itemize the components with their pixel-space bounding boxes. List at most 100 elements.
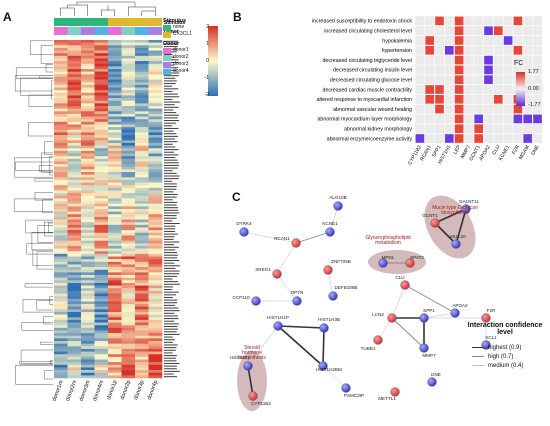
heatmap-cell	[121, 187, 136, 191]
heatmap-cell	[108, 335, 122, 339]
heatmap-cells	[54, 40, 163, 379]
heatmap-cell	[121, 53, 136, 57]
network-edges	[243, 205, 487, 397]
heatmap-cell	[94, 280, 109, 284]
heatmap-cell	[135, 100, 149, 104]
heatmap-cell	[121, 343, 136, 347]
heatmap-cell	[108, 79, 122, 83]
row-label-mark	[164, 315, 178, 317]
gene-node-label: ZNF705B	[331, 259, 351, 264]
heatmap-cell	[148, 351, 163, 355]
phenotype-row-label: abnormal enzyme/coenzyme activity	[327, 136, 413, 142]
network-edge	[295, 231, 331, 244]
heatmap-cell	[81, 98, 95, 102]
row-label-mark	[164, 360, 177, 362]
heatmap-cell	[94, 230, 109, 234]
heatmap-cell	[67, 259, 82, 263]
heatmap-cell	[81, 216, 95, 220]
heatmap-cell	[81, 195, 95, 199]
heatmap-cell	[148, 314, 163, 318]
row-label-mark	[164, 196, 177, 198]
heatmap-cell	[121, 240, 136, 244]
pathway-annotations: Mucin type O-glycan biosynthesisGlyceroph…	[238, 205, 478, 361]
heatmap-cell	[94, 290, 109, 294]
heatmap-cell	[94, 106, 109, 109]
heatmap-cell	[148, 370, 163, 374]
heatmap-cell	[108, 92, 122, 96]
matrix-cell	[425, 85, 434, 94]
heatmap-cell	[148, 367, 163, 371]
heatmap-cell	[108, 319, 122, 323]
gene-node-label: SREG1	[255, 267, 271, 272]
heatmap-cell	[67, 280, 82, 284]
row-label-mark	[164, 85, 173, 87]
heatmap-cell	[67, 111, 82, 115]
donor-legend-swatch	[163, 54, 171, 61]
gene-node-label: APOA2	[452, 303, 468, 308]
heatmap-cell	[148, 214, 163, 218]
heatmap-cell	[67, 269, 82, 273]
heatmap-cell	[135, 243, 149, 247]
heatmap-cell	[54, 140, 68, 144]
heatmap-cell	[94, 301, 109, 305]
heatmap-cell	[121, 195, 136, 199]
heatmap-cell	[94, 314, 109, 318]
gene-node-label: HIST1H1P	[267, 315, 289, 320]
heatmap-cell	[148, 187, 163, 191]
heatmap-cell	[54, 319, 68, 323]
row-label-mark	[164, 207, 179, 209]
scale-tick-label: -2	[204, 92, 209, 98]
heatmap-cell	[81, 61, 95, 65]
heatmap-cell	[148, 84, 163, 88]
row-label-mark	[164, 294, 177, 296]
heatmap-cell	[148, 140, 163, 144]
confidence-legend-line	[472, 365, 484, 366]
heatmap-cell	[108, 280, 122, 284]
heatmap-cell	[54, 98, 68, 102]
heatmap-cell	[135, 198, 149, 202]
heatmap-cell	[94, 182, 109, 186]
heatmap-cell	[121, 201, 136, 205]
heatmap-cell	[81, 272, 95, 276]
heatmap-cell	[81, 211, 95, 215]
gene-node-label: KCNE1	[322, 221, 338, 226]
heatmap-cell	[94, 248, 109, 252]
heatmap-cell	[108, 304, 122, 308]
heatmap-cell	[67, 185, 82, 189]
heatmap-cell	[135, 121, 149, 125]
heatmap-cell	[81, 269, 95, 273]
heatmap-cell	[148, 193, 163, 197]
matrix-cell	[454, 95, 464, 104]
donor-bar-cell	[81, 27, 95, 35]
heatmap-cell	[81, 356, 95, 360]
heatmap-cell	[54, 187, 68, 191]
heatmap-cell	[81, 290, 95, 294]
heatmap-cell	[108, 100, 122, 104]
heatmap-cell	[108, 356, 122, 360]
heatmap-cell	[67, 372, 82, 376]
stimulus-legend-swatch	[163, 31, 171, 38]
heatmap-cell	[121, 367, 136, 371]
matrix-cell	[503, 36, 513, 45]
heatmap-cell	[94, 333, 109, 337]
heatmap-cell	[108, 346, 122, 350]
heatmap-cell	[67, 356, 82, 360]
heatmap-cell	[121, 364, 136, 368]
pathway-annotation-line: Steroid	[244, 345, 260, 351]
heatmap-cell	[67, 76, 82, 80]
heatmap-cell	[81, 243, 95, 247]
heatmap-cell	[81, 354, 95, 358]
heatmap-cell	[94, 259, 109, 263]
network-node-labels: ALG10B DYRK4 KCNE1 RCAN1 SREG1 ZNF705B MPDL SPA…	[230, 195, 497, 406]
heatmap-cell	[94, 253, 109, 257]
matrix-cell	[425, 95, 434, 104]
row-label-mark	[164, 244, 175, 246]
heatmap-cell	[94, 142, 109, 146]
heatmap-cell	[81, 288, 95, 292]
heatmap-cell	[81, 135, 95, 139]
gene-node	[405, 258, 415, 268]
matrix-cell	[523, 114, 532, 124]
heatmap-cell	[94, 108, 109, 112]
heatmap-cell	[54, 280, 68, 284]
stimulus-legend-item: none	[163, 24, 215, 31]
